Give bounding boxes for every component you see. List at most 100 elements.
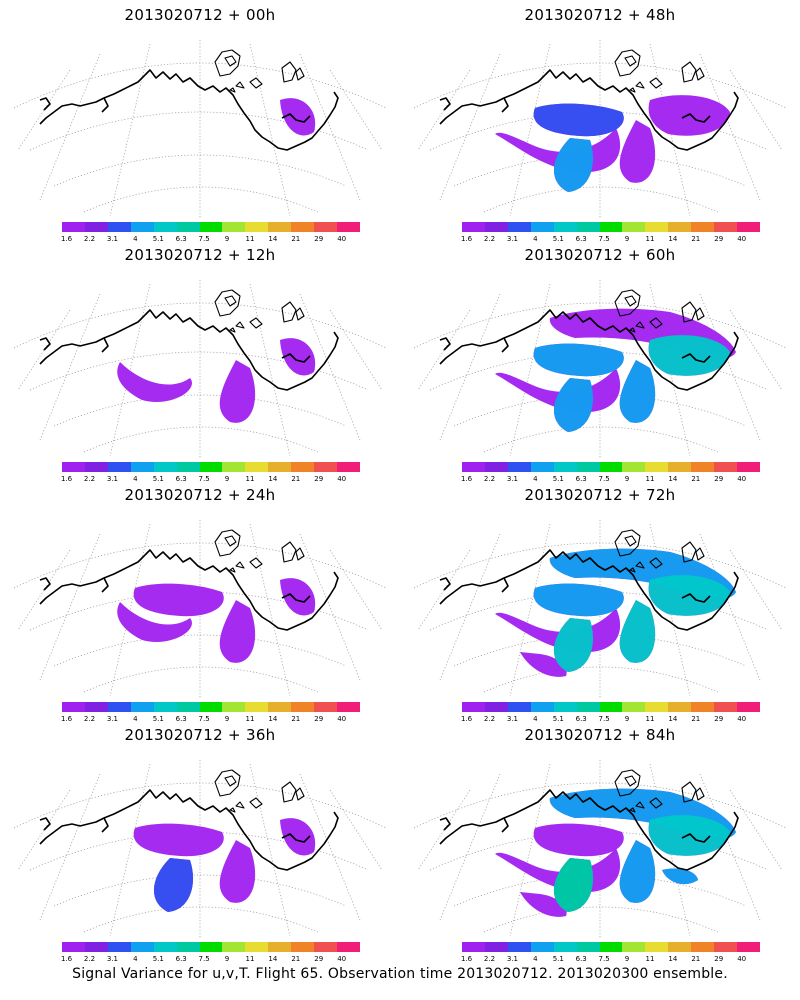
colorbar-swatch bbox=[84, 222, 108, 232]
meridian-line bbox=[249, 763, 291, 937]
colorbar-label: 9 bbox=[224, 955, 230, 963]
variance-contour bbox=[533, 343, 624, 377]
colorbar-swatch bbox=[337, 702, 360, 712]
colorbar-label: 6.3 bbox=[175, 955, 187, 963]
coastline bbox=[39, 337, 51, 351]
island-outline bbox=[624, 775, 637, 787]
colorbar-label: 14 bbox=[668, 235, 678, 243]
island-outline bbox=[281, 61, 297, 83]
colorbar-swatch bbox=[84, 942, 108, 952]
variance-contour bbox=[153, 858, 194, 912]
coastlines bbox=[439, 769, 739, 871]
polar-map bbox=[13, 280, 387, 458]
colorbar-swatch bbox=[268, 222, 292, 232]
variance-shading bbox=[117, 578, 316, 663]
colorbar-label: 29 bbox=[314, 235, 324, 243]
variance-contour bbox=[133, 823, 224, 857]
colorbar-labels: 1.6 2.2 3.1 4 5.1 6.3 7.5 9 11 14 21 29 40 bbox=[61, 715, 360, 725]
island-outline bbox=[614, 49, 641, 77]
colorbar-swatch bbox=[622, 462, 646, 472]
colorbar-label: 5.1 bbox=[152, 475, 164, 483]
latitude-line bbox=[429, 831, 769, 871]
colorbar-swatch bbox=[153, 462, 177, 472]
variance-contour bbox=[648, 815, 730, 856]
colorbar-label: 9 bbox=[624, 235, 630, 243]
colorbar-label: 29 bbox=[314, 955, 324, 963]
island-outline bbox=[681, 61, 697, 83]
variance-contour bbox=[280, 338, 316, 376]
variance-shading bbox=[133, 818, 316, 912]
colorbar-swatch bbox=[576, 702, 600, 712]
island-outline bbox=[249, 797, 263, 809]
colorbar-label: 40 bbox=[337, 235, 347, 243]
latitude-line bbox=[29, 591, 369, 631]
colorbar-swatch bbox=[668, 462, 692, 472]
colorbar-label: 14 bbox=[268, 715, 278, 723]
meridian-line bbox=[699, 533, 761, 681]
island-outline bbox=[295, 67, 305, 81]
colorbar-swatch bbox=[130, 702, 154, 712]
coastline bbox=[501, 337, 509, 353]
variance-contour bbox=[553, 138, 594, 192]
island-outline bbox=[695, 547, 705, 561]
colorbar-label: 6.3 bbox=[175, 475, 187, 483]
variance-contour bbox=[553, 378, 594, 432]
colorbar-label: 40 bbox=[737, 715, 747, 723]
latitude-line bbox=[29, 831, 369, 871]
colorbar-label: 11 bbox=[245, 475, 255, 483]
meridian-line bbox=[299, 293, 361, 441]
coastline bbox=[144, 309, 319, 391]
colorbar-label: 2.2 bbox=[83, 715, 96, 723]
colorbar-label: 7.5 bbox=[598, 235, 610, 243]
colorbar bbox=[462, 702, 760, 712]
colorbar-swatch bbox=[691, 702, 715, 712]
variance-contour bbox=[648, 575, 730, 616]
colorbar-swatch bbox=[530, 702, 554, 712]
colorbar-swatch bbox=[484, 222, 508, 232]
latitude-line bbox=[453, 874, 747, 907]
variance-contour bbox=[533, 823, 624, 857]
colorbar-swatch bbox=[107, 462, 131, 472]
panel-title: 2013020712 + 12h bbox=[124, 246, 276, 264]
panel-title: 2013020712 + 36h bbox=[124, 726, 276, 744]
variance-contour bbox=[553, 618, 594, 672]
coastline bbox=[281, 113, 311, 123]
colorbar-label: 3.1 bbox=[506, 955, 518, 963]
coastline bbox=[717, 571, 739, 612]
meridian-line bbox=[299, 533, 361, 681]
colorbar-labels: 1.6 2.2 3.1 4 5.1 6.3 7.5 9 11 14 21 29 40 bbox=[61, 475, 360, 485]
colorbar-label: 3.1 bbox=[506, 235, 518, 243]
colorbar-label: 11 bbox=[245, 955, 255, 963]
map-panel: 2013020712 + 00h 1.6 2.2 3.1 4 5.1 6.3 7.5 9 11 14… bbox=[0, 0, 400, 243]
colorbar-swatch bbox=[337, 942, 360, 952]
polar-map bbox=[13, 40, 387, 218]
meridian-line bbox=[109, 283, 151, 457]
colorbar-swatch bbox=[222, 222, 246, 232]
meridian-line bbox=[39, 773, 101, 921]
colorbar-label: 7.5 bbox=[198, 235, 210, 243]
colorbar-swatch bbox=[84, 462, 108, 472]
island-outline bbox=[281, 301, 297, 323]
colorbar bbox=[62, 942, 360, 952]
coastline bbox=[101, 817, 109, 833]
colorbar-swatch bbox=[484, 702, 508, 712]
island-outline bbox=[295, 307, 305, 321]
latitude-line bbox=[83, 666, 319, 693]
island-outline bbox=[249, 77, 263, 89]
colorbar-swatch bbox=[462, 462, 485, 472]
colorbar-label: 5.1 bbox=[552, 955, 564, 963]
coastline bbox=[39, 794, 146, 845]
colorbar-swatch bbox=[176, 942, 200, 952]
coastline bbox=[501, 817, 509, 833]
colorbar-swatch bbox=[314, 462, 338, 472]
colorbar bbox=[462, 222, 760, 232]
island-outline bbox=[214, 769, 241, 797]
island-outline bbox=[635, 801, 645, 809]
colorbar-swatch bbox=[153, 942, 177, 952]
colorbar-label: 40 bbox=[737, 955, 747, 963]
colorbar-swatch bbox=[599, 222, 623, 232]
colorbar-label: 9 bbox=[224, 235, 230, 243]
island-outline bbox=[281, 541, 297, 563]
island-outline bbox=[629, 807, 636, 813]
colorbar-swatch bbox=[268, 942, 292, 952]
